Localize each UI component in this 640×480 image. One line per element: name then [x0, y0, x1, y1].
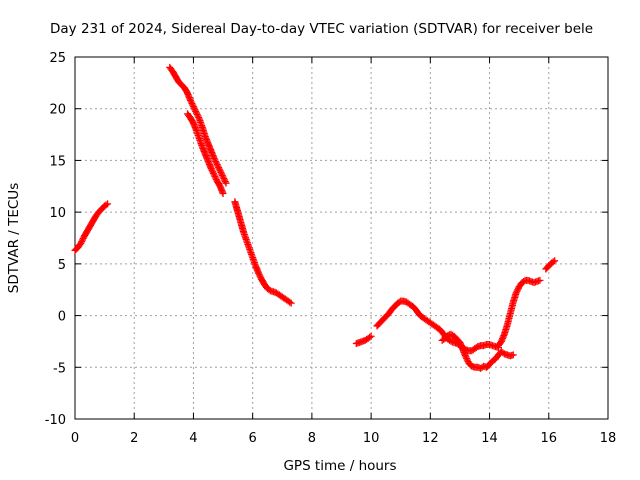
y-tick-label: -5: [53, 361, 66, 376]
tick-labels: 0 2 4 6 8 10 12 14 16 18 -10 -5 0 5 10 15 20 25: [45, 51, 617, 446]
data-point-interp: [212, 174, 220, 182]
data-points: [71, 63, 559, 372]
data-point-interp: [255, 271, 263, 279]
data-point: [77, 239, 85, 247]
x-tick-label: 18: [600, 431, 617, 446]
data-point-interp: [78, 238, 86, 246]
satellite-track-4: [231, 198, 295, 307]
y-tick-label: 5: [58, 258, 66, 273]
data-point-interp: [192, 107, 200, 115]
data-point-interp: [220, 175, 228, 183]
satellite-track-8: [494, 276, 544, 350]
data-point-interp: [209, 169, 217, 177]
y-tick-label: 15: [49, 154, 66, 169]
satellite-track-2: [166, 63, 230, 187]
data-point-interp: [513, 287, 521, 295]
data-point: [551, 257, 559, 265]
data-point-interp: [218, 170, 226, 178]
y-tick-label: 0: [58, 310, 66, 325]
satellite-track-6: [373, 297, 502, 355]
data-point: [192, 109, 200, 117]
satellite-track-9: [542, 257, 559, 273]
data-point-interp: [215, 165, 223, 173]
data-point: [210, 171, 218, 179]
data-point-interp: [191, 106, 199, 114]
data-point: [509, 351, 517, 359]
data-point-interp: [463, 354, 471, 362]
data-point-interp: [189, 101, 197, 109]
data-point: [186, 96, 194, 104]
data-point: [536, 276, 544, 284]
data-point-interp: [194, 112, 202, 120]
data-point-interp: [217, 168, 225, 176]
data-point: [213, 161, 221, 169]
data-point-interp: [215, 164, 223, 172]
satellite-track-1: [71, 200, 112, 254]
plot-border: [74, 56, 609, 420]
data-point-interp: [209, 168, 217, 176]
x-tick-label: 2: [130, 431, 138, 446]
data-point-interp: [221, 176, 229, 184]
data-point-interp: [211, 156, 219, 164]
y-tick-label: -10: [45, 413, 66, 428]
x-tick-label: 6: [249, 431, 257, 446]
data-point-interp: [187, 98, 195, 106]
data-point: [512, 289, 520, 297]
data-point-interp: [193, 110, 201, 118]
data-point-interp: [195, 114, 203, 122]
data-point-interp: [190, 104, 198, 112]
data-point: [210, 154, 218, 162]
data-point: [207, 165, 215, 173]
satellite-track-7: [438, 330, 517, 372]
data-point-interp: [256, 272, 264, 280]
data-point-interp: [102, 201, 110, 209]
y-tick-label: 25: [49, 51, 66, 66]
data-point: [219, 173, 227, 181]
data-point-interp: [549, 258, 557, 266]
x-tick-label: 8: [308, 431, 316, 446]
x-tick-label: 16: [541, 431, 558, 446]
data-point: [462, 353, 470, 361]
data-point-interp: [211, 172, 219, 180]
x-tick-label: 4: [189, 431, 197, 446]
x-tick-label: 0: [71, 431, 79, 446]
data-point: [216, 167, 224, 175]
data-point: [219, 190, 227, 198]
data-point-interp: [286, 298, 294, 306]
data-point-interp: [214, 162, 222, 170]
x-tick-label: 14: [481, 431, 498, 446]
y-tick-label: 20: [49, 103, 66, 118]
data-point-interp: [188, 100, 196, 108]
x-tick-label: 12: [422, 431, 439, 446]
data-point: [104, 200, 112, 208]
chart-title: Day 231 of 2024, Sidereal Day-to-day VTE…: [50, 21, 593, 37]
grid: [75, 57, 608, 419]
y-axis-label: SDTVAR / TECUs: [6, 183, 22, 293]
data-point-interp: [366, 333, 374, 341]
y-tick-label: 10: [49, 206, 66, 221]
data-point: [367, 332, 375, 340]
data-point-interp: [208, 166, 216, 174]
data-point: [255, 269, 263, 277]
data-point: [287, 299, 295, 307]
plot-frame: [74, 56, 609, 420]
axis-ticks: [74, 56, 609, 420]
data-point-interp: [463, 356, 471, 364]
data-point-interp: [78, 236, 86, 244]
satellite-track-3: [184, 110, 227, 198]
data-point-interp: [221, 178, 229, 186]
data-point-interp: [212, 157, 220, 165]
data-point-interp: [218, 171, 226, 179]
satellite-track-5: [352, 332, 375, 347]
data-point-interp: [514, 286, 522, 294]
data-point: [189, 103, 197, 111]
data-point: [222, 179, 230, 187]
data-point-interp: [212, 159, 220, 167]
x-tick-label: 10: [363, 431, 380, 446]
x-axis-label: GPS time / hours: [283, 458, 396, 474]
